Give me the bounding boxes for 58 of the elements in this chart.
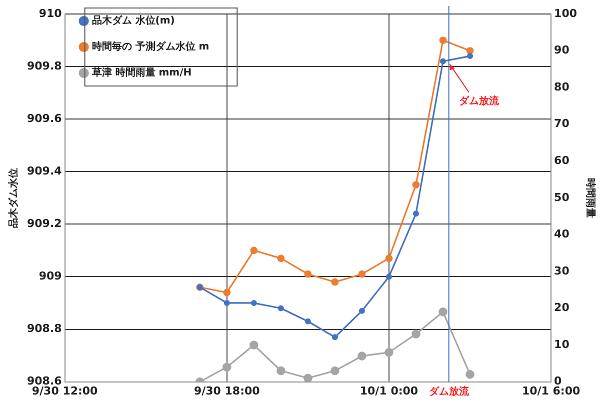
point bbox=[386, 274, 392, 280]
y-tick-label: 908.8 bbox=[26, 322, 62, 336]
legend-label: 草津 時間雨量 mm/H bbox=[90, 66, 192, 79]
point bbox=[385, 254, 393, 262]
point bbox=[332, 334, 338, 340]
x-tick-label: 10/1 6:00 bbox=[522, 384, 580, 398]
point bbox=[331, 278, 339, 286]
x-tick-label: 9/30 12:00 bbox=[32, 384, 98, 398]
point bbox=[466, 47, 474, 54]
point bbox=[358, 270, 366, 278]
x-tick-label: 10/1 0:00 bbox=[360, 384, 418, 398]
y2-tick-label: 70 bbox=[554, 117, 570, 130]
point bbox=[467, 53, 473, 60]
point bbox=[277, 254, 285, 262]
point bbox=[466, 370, 474, 379]
y-tick-label: 909.4 bbox=[26, 164, 62, 178]
y-tick-label: 910 bbox=[38, 6, 62, 20]
point bbox=[304, 374, 312, 382]
legend-label: 時間毎の 予測ダム水位 m bbox=[92, 40, 210, 53]
annotation: ダム放流 bbox=[458, 94, 500, 107]
point bbox=[412, 330, 420, 338]
point bbox=[358, 352, 366, 360]
point bbox=[249, 340, 258, 350]
point bbox=[384, 348, 394, 357]
y2-tick-label: 20 bbox=[554, 301, 570, 314]
point bbox=[250, 246, 258, 254]
point bbox=[439, 36, 447, 44]
ref-line-label: ダム放流 bbox=[428, 385, 470, 398]
point bbox=[358, 308, 365, 314]
point bbox=[438, 308, 448, 316]
point bbox=[278, 305, 284, 312]
y2-tick-label: 90 bbox=[554, 44, 570, 57]
point bbox=[412, 210, 419, 217]
point bbox=[412, 181, 420, 188]
point bbox=[304, 270, 312, 278]
point bbox=[223, 288, 231, 296]
y2-tick-label: 80 bbox=[554, 80, 570, 94]
point bbox=[440, 58, 446, 64]
y2-tick-label: 30 bbox=[554, 264, 570, 278]
point bbox=[222, 362, 232, 372]
x-tick-label: 9/30 18:00 bbox=[194, 384, 260, 398]
y-axis-title: 品木ダム水位 bbox=[8, 168, 20, 228]
y-tick-label: 909.8 bbox=[26, 59, 62, 72]
y-tick-label: 909.6 bbox=[26, 112, 62, 125]
y-tick-label: 909.2 bbox=[26, 217, 62, 230]
y2-tick-label: 40 bbox=[554, 228, 570, 241]
y2-tick-label: 50 bbox=[554, 190, 570, 204]
y2-tick-label: 10 bbox=[554, 338, 570, 351]
point bbox=[304, 318, 311, 324]
legend-label: 品木ダム 水位(m) bbox=[92, 14, 175, 27]
y2-tick-label: 100 bbox=[554, 6, 578, 20]
y2-tick-label: 60 bbox=[554, 154, 570, 167]
point bbox=[250, 300, 257, 306]
y-tick-label: 909 bbox=[38, 270, 62, 283]
point bbox=[330, 366, 340, 376]
point bbox=[224, 300, 230, 306]
point bbox=[276, 366, 286, 376]
y2-axis-title: 時間雨量 bbox=[584, 178, 596, 218]
